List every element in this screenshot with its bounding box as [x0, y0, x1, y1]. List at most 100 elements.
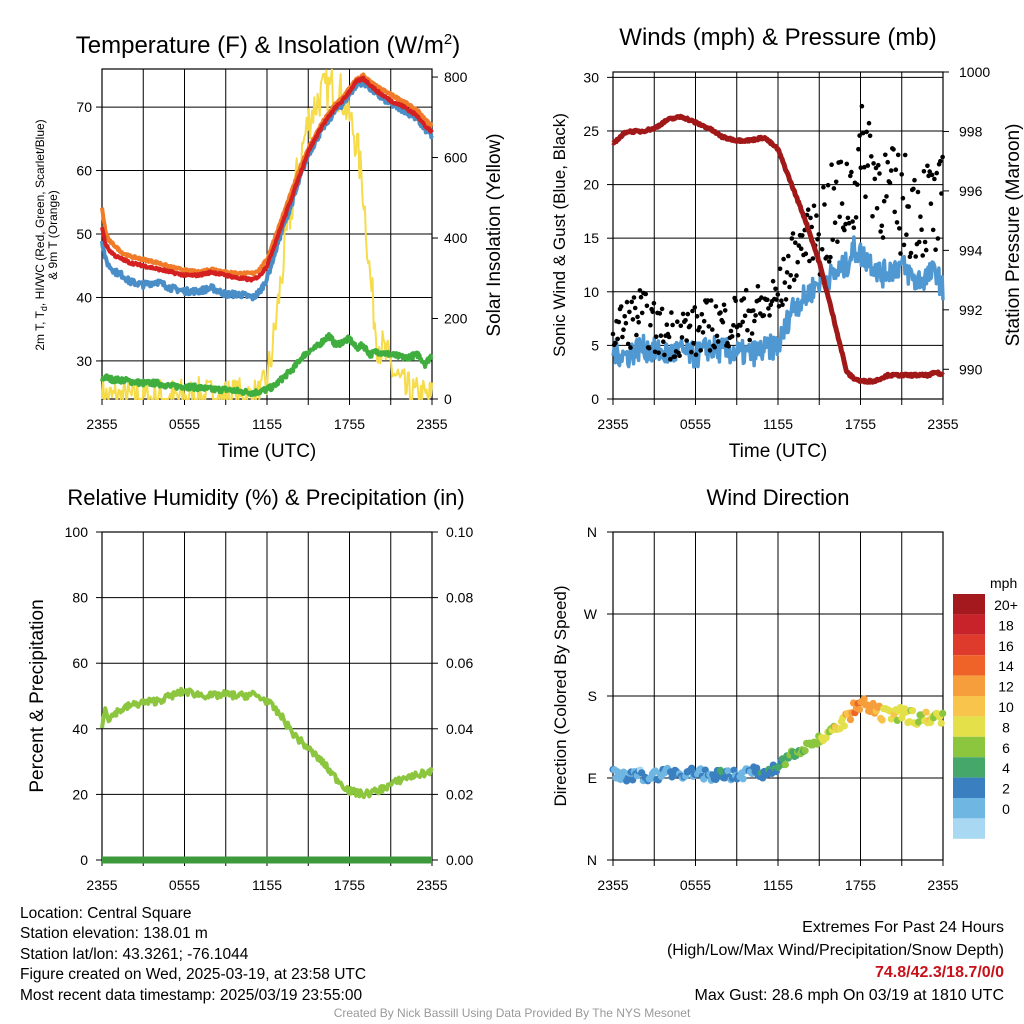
humidity-ytick-label: 0	[80, 852, 88, 868]
gust-point	[859, 103, 865, 109]
gust-point	[751, 308, 756, 313]
gust-point	[908, 250, 914, 256]
gust-point	[770, 278, 776, 284]
winds-xtick-label: 1155	[763, 416, 793, 432]
gust-point	[871, 161, 876, 166]
gust-point	[887, 180, 893, 186]
direction-point	[846, 716, 855, 724]
gust-point	[807, 258, 812, 264]
gust-point	[919, 227, 924, 232]
direction-point	[781, 761, 790, 769]
gust-point	[901, 242, 907, 248]
gust-point	[712, 344, 717, 350]
gust-point	[632, 305, 638, 311]
gust-point	[811, 203, 817, 209]
gust-point	[829, 162, 834, 167]
gust-point	[639, 310, 645, 316]
gust-point	[706, 324, 712, 329]
gust-point	[830, 237, 835, 243]
direction-ytick-label: S	[588, 688, 597, 704]
gust-point	[874, 206, 880, 211]
winds-y2tick-label: 1000	[959, 64, 990, 80]
winds-y2tick-label: 994	[959, 242, 983, 258]
temperature-ytick-label: 30	[76, 353, 92, 369]
humidity-panel: Relative Humidity (%) & Precipitation (i…	[27, 485, 473, 893]
winds-title: Winds (mph) & Pressure (mb)	[619, 24, 936, 51]
gust-point	[675, 319, 680, 325]
colorbar-swatch	[953, 798, 985, 819]
gust-point	[920, 253, 925, 258]
station-info: Location: Central Square Station elevati…	[20, 904, 366, 1006]
gust-point	[733, 298, 738, 304]
gust-point	[745, 328, 750, 333]
gust-point	[741, 296, 747, 301]
gust-point	[784, 270, 790, 275]
gust-point	[897, 226, 902, 231]
gust-point	[697, 325, 702, 330]
direction-point	[629, 776, 637, 784]
direction-ytick-label: E	[588, 770, 597, 786]
gust-point	[891, 147, 896, 152]
gust-point	[856, 146, 861, 152]
gust-point	[816, 232, 821, 237]
gust-point	[755, 284, 761, 289]
direction-point	[855, 705, 864, 714]
colorbar-swatch	[953, 634, 985, 656]
gust-point	[628, 345, 633, 350]
temperature-ytick-label: 50	[76, 226, 92, 242]
gust-point	[821, 184, 826, 190]
gust-point	[790, 231, 796, 236]
gust-point	[781, 256, 786, 262]
colorbar-swatch	[953, 675, 985, 696]
gust-point	[666, 334, 672, 340]
gust-point	[610, 331, 616, 337]
gust-point	[685, 311, 691, 317]
gust-point	[715, 339, 721, 344]
temperature-y2tick-label: 400	[444, 230, 468, 246]
gust-point	[803, 251, 809, 256]
humidity-y2tick-label: 0.08	[446, 590, 473, 606]
gust-point	[794, 273, 799, 278]
extremes-box: Extremes For Past 24 Hours (High/Low/Max…	[667, 917, 1004, 1007]
gust-point	[793, 240, 798, 245]
gust-point	[726, 343, 731, 349]
winds-ytick-label: 25	[583, 123, 599, 139]
gust-point	[613, 340, 618, 346]
colorbar-label: 4	[1002, 760, 1010, 776]
gust-point	[664, 322, 670, 328]
gust-point	[779, 298, 784, 304]
elevation-text: Station elevation: 138.01 m	[20, 925, 208, 943]
direction-point	[860, 695, 868, 703]
humidity-y2tick-label: 0.00	[446, 852, 473, 868]
gust-point	[738, 323, 743, 328]
gust-point	[833, 179, 839, 185]
gust-point	[683, 318, 688, 323]
gust-point	[678, 323, 684, 329]
direction-panel: Wind Direction Direction (Colored By Spe…	[551, 485, 1018, 893]
gust-point	[925, 163, 930, 169]
gust-point	[650, 309, 655, 315]
gust-point	[932, 176, 937, 182]
gust-point	[928, 201, 934, 206]
winds-y2tick-label: 996	[959, 183, 983, 199]
gust-point	[907, 254, 913, 259]
direction-point	[878, 716, 886, 724]
colorbar-label: 16	[998, 638, 1014, 654]
temperature-y2tick-label: 800	[444, 69, 468, 85]
direction-point	[730, 766, 738, 774]
gust-point	[881, 198, 887, 204]
gust-point	[635, 314, 640, 320]
colorbar-label: 12	[998, 679, 1014, 695]
direction-ytick-label: N	[587, 852, 597, 868]
gust-point	[870, 214, 875, 219]
gust-point	[876, 162, 881, 168]
direction-xtick-label: 1155	[763, 877, 793, 893]
gust-point	[643, 291, 648, 297]
direction-point	[908, 707, 917, 715]
gust-point	[815, 237, 820, 242]
temperature-xtick-label: 1155	[252, 416, 282, 432]
direction-point	[922, 708, 930, 716]
gust-point	[720, 319, 726, 325]
humidity-xtick-label: 0555	[169, 877, 200, 893]
gust-point	[916, 239, 922, 245]
